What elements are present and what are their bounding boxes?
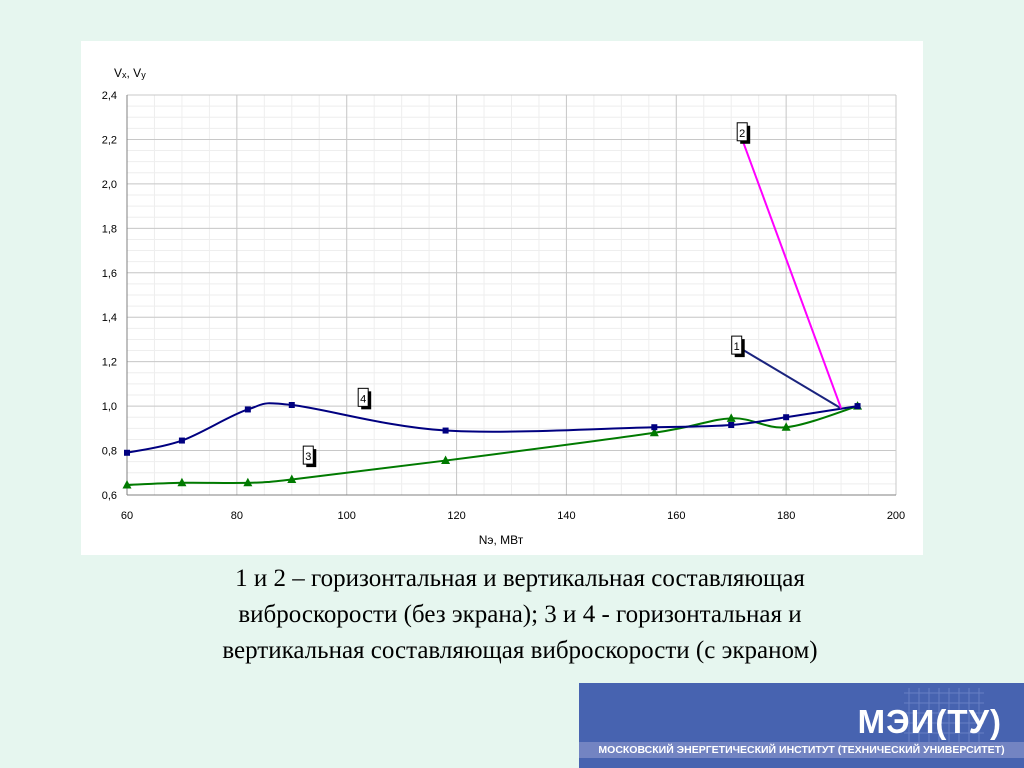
series-label-box [736, 122, 748, 142]
x-tick-label: 200 [887, 510, 905, 522]
mei-logo-banner: МЭИ(ТУ) МОСКОВСКИЙ ЭНЕРГЕТИЧЕСКИЙ ИНСТИТ… [579, 683, 1024, 768]
x-tick-label: 100 [338, 510, 356, 522]
y-tick-label: 2,0 [102, 179, 117, 191]
series-3-marker [122, 480, 132, 489]
series-3-marker [243, 477, 253, 487]
series-3-marker [649, 427, 659, 437]
x-axis-label: Nэ, МВт [479, 533, 524, 547]
chart-panel: Vx, Vy Nэ, МВт 60 80 100 120 140 160 180 200 0,6… [81, 41, 923, 555]
y-tick-label: 2,4 [102, 90, 117, 102]
series-label-box [731, 335, 743, 355]
series-label-4: 4 [360, 393, 366, 405]
y-tick-label: 1,4 [102, 312, 117, 324]
series-4-marker [124, 449, 130, 456]
series-4-marker [178, 437, 185, 444]
series-label-box [357, 387, 369, 407]
series-1-line [736, 345, 842, 410]
series-3-marker [781, 422, 791, 431]
line-chart: Vx, Vy Nэ, МВт 60 80 100 120 140 160 180 200 0,6… [102, 66, 905, 547]
series-label-2: 2 [739, 128, 745, 140]
x-tick-label: 160 [667, 510, 685, 522]
building-watermark-icon [904, 688, 984, 743]
y-tick-label: 0,6 [102, 490, 117, 502]
x-tick-label: 80 [231, 510, 243, 522]
x-tick-label: 120 [447, 510, 465, 522]
y-tick-label: 2,2 [102, 134, 117, 146]
series-3-marker [287, 474, 297, 483]
series-3-marker [177, 477, 187, 487]
mei-logo-text: МЭИ(ТУ) [857, 703, 1002, 740]
x-tick-label: 60 [121, 510, 133, 522]
y-tick-label: 1,6 [102, 268, 117, 280]
y-tick-label: 0,8 [102, 446, 117, 458]
x-tick-label: 140 [557, 510, 575, 522]
series-3-marker [441, 455, 451, 465]
y-axis-label: Vx, Vy [114, 66, 146, 80]
x-tick-label: 180 [777, 510, 795, 522]
series-4-marker [854, 403, 861, 410]
figure-caption: 1 и 2 – горизонтальная и вертикальная со… [110, 561, 930, 669]
series-4-marker [728, 422, 735, 428]
institute-full-name: МОСКОВСКИЙ ЭНЕРГЕТИЧЕСКИЙ ИНСТИТУТ (ТЕХН… [579, 742, 1024, 758]
series-2-line [741, 139, 843, 409]
caption-line: вертикальная составляющая виброскорости … [222, 637, 818, 664]
series-label-1: 1 [734, 341, 740, 353]
series-label-3: 3 [305, 451, 311, 463]
series-3-marker [726, 413, 736, 422]
caption-line: виброскорости (без экрана); 3 и 4 - гори… [238, 601, 802, 628]
series-4-marker [651, 424, 658, 431]
y-tick-label: 1,0 [102, 401, 117, 413]
series-4-line [126, 402, 858, 454]
series-3-line [126, 405, 858, 486]
series-4-marker [244, 406, 251, 413]
series-4-marker [442, 427, 449, 434]
series-4-marker [783, 414, 790, 421]
series-4-marker [288, 402, 295, 408]
series-label-box [302, 445, 314, 465]
y-tick-label: 1,2 [102, 357, 117, 369]
y-tick-label: 1,8 [102, 223, 117, 235]
caption-line: 1 и 2 – горизонтальная и вертикальная со… [235, 565, 805, 592]
